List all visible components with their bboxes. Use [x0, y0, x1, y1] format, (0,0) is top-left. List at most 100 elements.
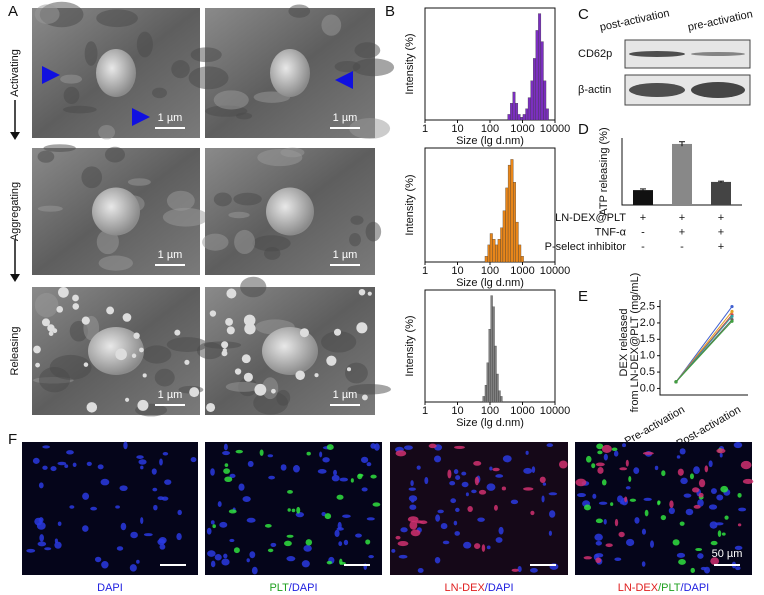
cell-signal: [619, 467, 628, 471]
cell-signal: [622, 443, 627, 448]
sem-texture: [280, 147, 305, 158]
condition-mark: +: [718, 226, 724, 238]
sem-particle: [244, 323, 256, 335]
arrowhead: [132, 108, 150, 126]
y-axis-label: Intensity (%): [404, 33, 416, 94]
sem-cell: [270, 49, 310, 97]
cell-signal: [90, 506, 98, 511]
cell-signal: [502, 455, 512, 463]
series-point: [674, 380, 678, 384]
cell-signal: [595, 557, 602, 563]
cell-signal: [585, 455, 592, 463]
x-tick-label: 10000: [540, 265, 571, 277]
cell-signal: [434, 556, 441, 564]
sem-particle: [346, 367, 352, 372]
cell-signal: [333, 469, 337, 476]
sem-particle: [81, 316, 90, 325]
cell-signal: [350, 478, 354, 483]
cell-signal: [37, 541, 47, 547]
cell-signal: [152, 487, 158, 492]
cell-signal: [334, 529, 340, 538]
condition-label: LN-DEX@PLT: [555, 212, 626, 224]
cell-signal: [738, 507, 747, 512]
cell-signal: [546, 443, 554, 447]
sem-particle: [226, 326, 235, 335]
cell-signal: [597, 467, 604, 474]
row-label: Aggregating: [9, 182, 21, 241]
cell-signal: [695, 547, 703, 552]
fluorescence-image: [205, 442, 382, 575]
sem-texture: [127, 178, 151, 186]
blot-band: [691, 82, 745, 98]
sem-texture: [152, 87, 167, 99]
cell-signal: [614, 557, 622, 561]
cell-signal: [400, 527, 408, 533]
sem-texture: [321, 14, 342, 36]
sem-texture: [96, 9, 138, 28]
sem-particle: [106, 306, 115, 315]
cell-signal: [32, 457, 40, 464]
caption-part: PLT: [269, 582, 289, 594]
cell-signal: [287, 490, 293, 494]
caption-part: /: [289, 582, 293, 594]
caption-part: LN-DEX: [444, 582, 485, 594]
sem-particle: [142, 373, 147, 378]
y-axis-label: Intensity (%): [404, 174, 416, 235]
histogram-bar: [482, 396, 486, 403]
condition-mark: +: [640, 212, 646, 224]
cell-signal: [368, 554, 374, 559]
sem-texture: [171, 60, 190, 79]
cell-signal: [361, 487, 368, 492]
cell-signal: [223, 443, 228, 451]
cell-signal: [680, 477, 688, 485]
cell-signal: [734, 545, 743, 551]
cell-signal: [595, 540, 602, 546]
sem-texture: [234, 229, 256, 255]
cell-signal: [626, 538, 635, 547]
x-tick-label: 100: [481, 405, 499, 417]
series-line: [675, 306, 733, 383]
cell-signal: [690, 567, 695, 573]
sem-particle: [333, 328, 342, 336]
cell-signal: [331, 474, 340, 482]
cell-signal: [408, 495, 418, 502]
cell-signal: [510, 499, 519, 505]
cell-signal: [69, 505, 75, 509]
sem-particle: [131, 353, 137, 358]
sem-particle: [225, 318, 233, 326]
series-point: [730, 304, 734, 309]
panel-label: D: [578, 121, 589, 138]
cell-signal: [577, 492, 586, 498]
sem-texture: [354, 42, 381, 59]
sem-texture: [166, 190, 195, 211]
cell-signal: [676, 455, 681, 459]
cell-signal: [492, 467, 500, 472]
cell-signal: [683, 493, 692, 498]
sem-particle: [326, 355, 337, 366]
sem-texture: [213, 90, 249, 110]
sem-texture: [37, 205, 63, 212]
sem-texture: [38, 367, 71, 393]
sem-particle: [254, 383, 267, 396]
cell-signal: [210, 520, 215, 525]
sem-texture: [69, 320, 89, 342]
cell-signal: [217, 501, 222, 508]
cell-signal: [716, 448, 726, 454]
panel-label: C: [578, 6, 589, 23]
cell-signal: [224, 463, 229, 467]
cell-signal: [595, 462, 605, 467]
cell-signal: [708, 504, 718, 510]
condition-mark: -: [680, 241, 684, 253]
sem-particle: [299, 328, 309, 338]
cell-signal: [219, 521, 228, 528]
scale-bar-label: 1 µm: [333, 249, 358, 261]
cell-signal: [409, 520, 418, 530]
cell-signal: [692, 487, 700, 493]
cell-signal: [716, 494, 724, 501]
cell-signal: [44, 547, 52, 551]
cell-signal: [366, 462, 372, 467]
cell-signal: [370, 474, 377, 479]
cell-signal: [617, 495, 624, 503]
sem-cell: [266, 187, 314, 236]
panel-label: A: [8, 3, 18, 20]
